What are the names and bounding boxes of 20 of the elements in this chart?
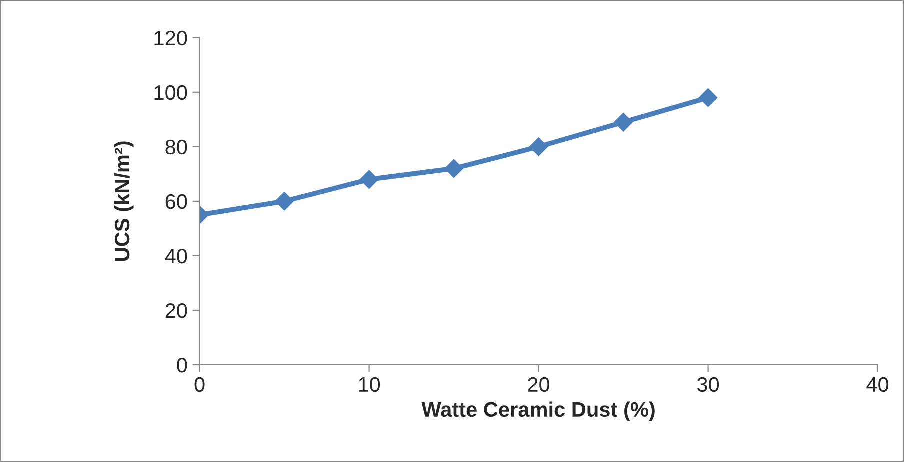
point	[275, 192, 294, 211]
x-tick-label: 20	[528, 377, 550, 392]
point	[444, 159, 464, 178]
y-tick-label: 20	[166, 303, 188, 318]
point	[360, 170, 379, 189]
x-tick-label: 40	[866, 377, 889, 392]
y-tick-label: 40	[165, 248, 188, 264]
y-tick-label: 100	[154, 85, 188, 100]
x-tick-label: 10	[359, 377, 380, 392]
y-tick-label: 120	[154, 30, 188, 46]
x-tick-label: 0	[194, 377, 205, 392]
point	[529, 138, 548, 156]
y-tick-label: 80	[166, 140, 188, 155]
y-tick-label: 60	[166, 194, 188, 210]
point	[614, 113, 633, 132]
point	[698, 88, 718, 108]
y-axis-title: UCS (kN/m²)	[114, 142, 134, 261]
x-tick-label: 30	[697, 377, 720, 392]
x-axis-title: Watte Ceramic Dust (%)	[422, 402, 655, 422]
y-tick-label: 0	[177, 358, 188, 373]
